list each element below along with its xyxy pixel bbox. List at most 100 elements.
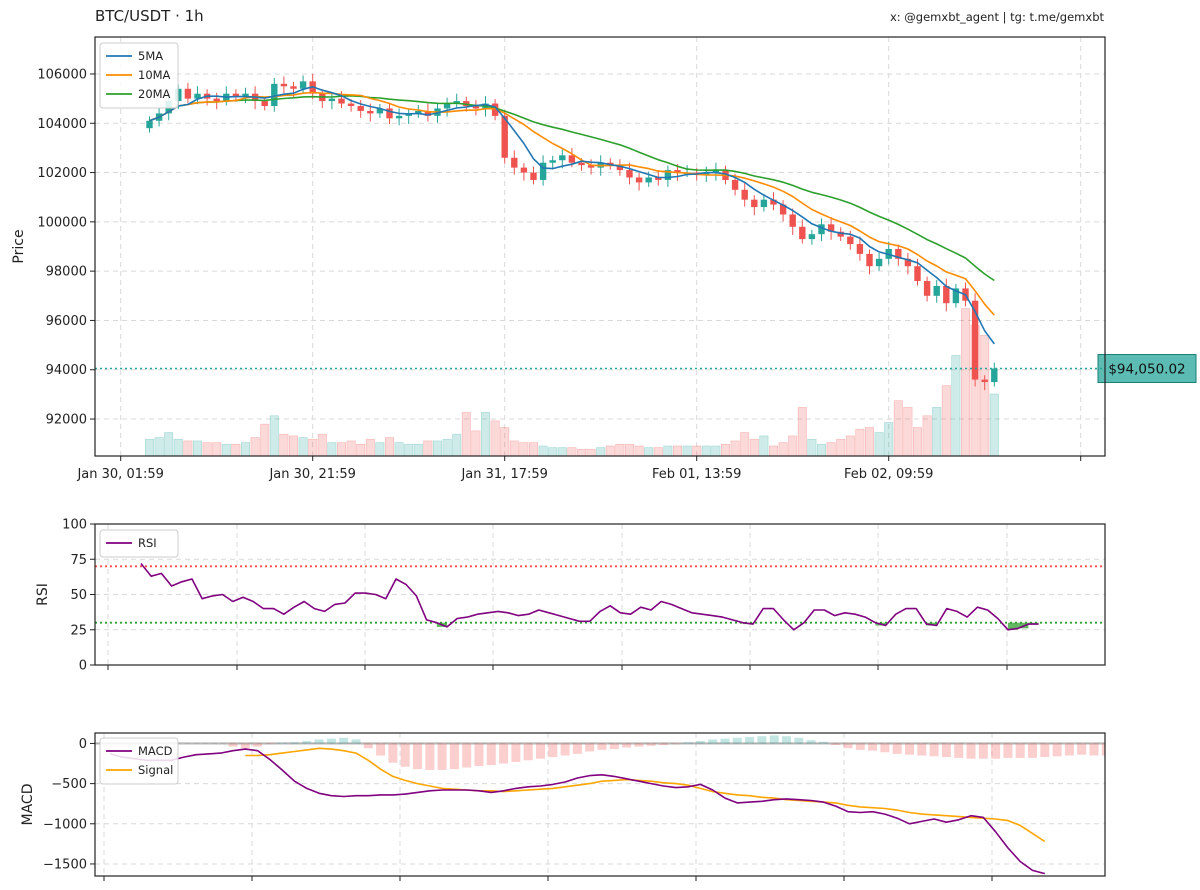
- candle-body: [578, 162, 585, 166]
- macd-histogram-bar: [314, 739, 324, 744]
- candle-body: [751, 199, 758, 208]
- price-legend-label: 10MA: [138, 68, 171, 82]
- volume-bar: [480, 412, 490, 456]
- volume-bar: [346, 440, 356, 456]
- volume-bar: [816, 443, 826, 456]
- price-panel-frame: [94, 36, 1106, 457]
- macd-histogram-bar: [1101, 743, 1105, 756]
- volume-bar: [231, 443, 241, 456]
- candle-body: [587, 165, 595, 168]
- volume-bar: [845, 435, 855, 456]
- candle-body: [338, 98, 345, 104]
- candle-body: [328, 98, 336, 102]
- macd-histogram-bar: [400, 743, 410, 767]
- candle-body: [280, 83, 288, 87]
- volume-bar: [404, 443, 414, 456]
- macd-histogram-bar: [326, 738, 336, 744]
- candle-body: [674, 170, 681, 173]
- candle-body: [261, 101, 268, 107]
- candle-body: [635, 177, 643, 183]
- volume-bar: [164, 432, 174, 456]
- macd-histogram-bar: [1003, 743, 1013, 758]
- volume-bar: [308, 438, 318, 456]
- price-ylabel: Price: [11, 229, 27, 263]
- candle-body: [616, 165, 624, 171]
- macd-histogram-bar: [437, 743, 447, 770]
- current-price-label: $94,050.02: [1108, 362, 1185, 378]
- volume-bar: [538, 445, 548, 456]
- volume-bar: [692, 445, 702, 456]
- candle-body: [501, 115, 508, 158]
- macd-histogram-bar: [523, 743, 533, 761]
- macd-histogram-bar: [277, 742, 287, 744]
- price-ytick-label: 104000: [37, 117, 87, 132]
- macd-histogram-bar: [843, 743, 853, 749]
- candle-body: [290, 86, 297, 89]
- candle-body: [213, 98, 220, 102]
- macd-histogram-bar: [597, 743, 607, 750]
- volume-bar: [912, 427, 922, 456]
- volume-bar: [528, 442, 538, 456]
- macd-histogram-bar: [1089, 743, 1099, 756]
- candle-body: [415, 110, 422, 114]
- macd-ytick-label: −1000: [43, 817, 87, 832]
- volume-bar: [682, 445, 692, 456]
- volume-bar: [461, 412, 471, 456]
- candle-body: [856, 244, 864, 254]
- price-xtick-label: Feb 02, 09:59: [844, 467, 933, 482]
- volume-bar: [932, 407, 942, 456]
- macd-histogram-bar: [1139, 743, 1148, 767]
- candle-body: [645, 177, 652, 183]
- volume-bar: [778, 442, 788, 456]
- macd-histogram-bar: [659, 743, 668, 746]
- macd-ytick-label: −500: [51, 777, 87, 792]
- macd-histogram-bar: [1028, 743, 1037, 758]
- volume-bar: [922, 415, 932, 456]
- volume-bar: [519, 442, 529, 456]
- price-ytick-label: 96000: [46, 314, 87, 329]
- macd-histogram-bar: [388, 743, 398, 763]
- rsi-legend: [99, 529, 179, 558]
- candle-body: [991, 368, 998, 383]
- candle-body: [789, 214, 796, 227]
- macd-histogram-bar: [548, 743, 558, 758]
- chart-credit: x: @gemxbt_agent | tg: t.me/gemxbt: [889, 10, 1104, 24]
- volume-bar: [269, 415, 279, 456]
- volume-bar: [279, 433, 289, 456]
- macd-line: [109, 748, 1046, 875]
- candle-body: [741, 189, 748, 200]
- rsi-legend-label: RSI: [138, 536, 157, 550]
- volume-bar: [557, 447, 567, 456]
- macd-histogram-bar: [228, 743, 238, 747]
- candle-body: [194, 93, 201, 99]
- candle-body: [770, 199, 777, 205]
- volume-bar: [384, 437, 394, 456]
- candle-body: [866, 253, 873, 267]
- rsi-ytick-label: 25: [70, 623, 87, 638]
- volume-bar: [442, 438, 452, 456]
- macd-legend-label: MACD: [138, 744, 173, 758]
- macd-histogram-bar: [462, 743, 472, 768]
- volume-bar: [365, 438, 375, 456]
- candle-body: [818, 224, 825, 235]
- volume-bar: [903, 407, 913, 456]
- volume-bar: [759, 435, 769, 456]
- macd-histogram-bar: [572, 743, 582, 754]
- candle-body: [271, 83, 278, 107]
- candle-body: [923, 281, 931, 296]
- volume-bar: [644, 447, 654, 456]
- candle-body: [933, 285, 940, 296]
- candle-body: [511, 157, 518, 168]
- macd-histogram-bar: [905, 743, 914, 755]
- volume-bar: [740, 432, 750, 456]
- macd-legend: [99, 737, 179, 785]
- volume-bar: [423, 440, 433, 456]
- candle-body: [779, 204, 787, 215]
- candle-body: [559, 155, 566, 161]
- macd-histogram-bar: [818, 741, 828, 744]
- candle-body: [895, 248, 902, 259]
- candle-body: [847, 236, 854, 245]
- price-ytick-label: 94000: [46, 363, 87, 378]
- volume-bar: [768, 445, 778, 456]
- volume-bar: [288, 435, 298, 456]
